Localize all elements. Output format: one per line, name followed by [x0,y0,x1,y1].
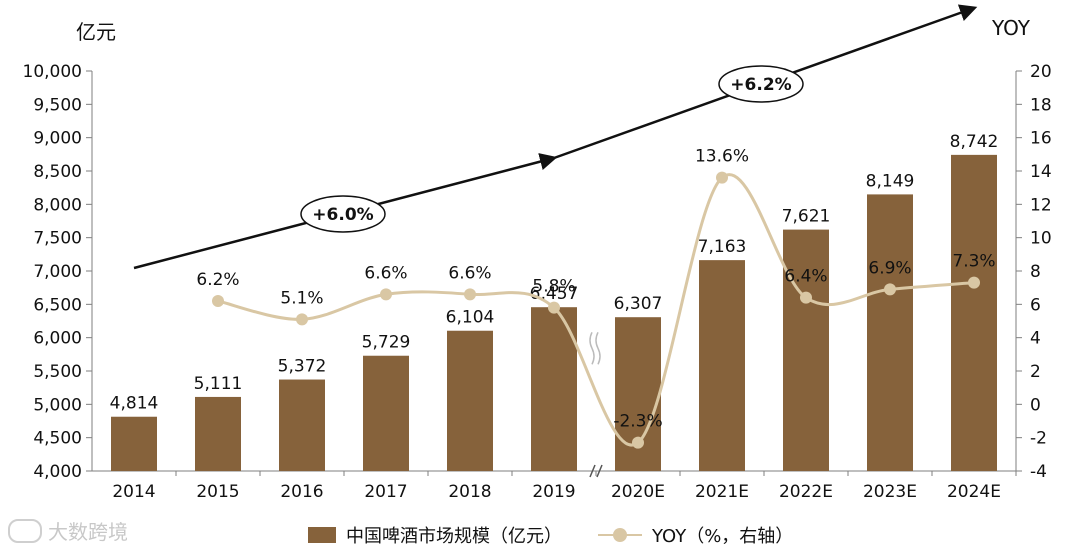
yoy-value-label: 6.2% [196,270,239,290]
bar [699,260,745,471]
left-axis-tick-label: 10,000 [23,62,82,82]
x-axis-tick-label: 2014 [112,482,155,502]
left-axis-tick-label: 8,000 [33,195,82,215]
yoy-value-label: 6.6% [448,263,491,283]
bar-value-label: 8,742 [950,132,999,152]
yoy-point [212,295,224,307]
right-axis-tick-label: 6 [1030,295,1041,315]
bar [867,194,913,471]
bar [951,154,997,471]
yoy-point [800,291,812,304]
x-axis-tick-label: 2024E [947,482,1001,502]
x-axis-tick-label: 2021E [695,482,749,502]
yoy-line [217,173,975,447]
yoy-value-label: 6.6% [364,263,407,283]
x-axis-tick-label: 2015 [196,482,239,502]
yoy-value-label: 13.6% [695,147,749,167]
right-axis-tick-label: 4 [1030,329,1041,349]
left-axis-tick-label: 4,000 [33,462,82,482]
right-axis-tick-label: 16 [1030,129,1052,149]
legend-line-label: YOY（%，右轴） [652,526,794,547]
legend-line-swatch [598,528,642,542]
left-axis-unit: 亿元 [76,20,116,44]
bar [447,330,493,471]
bar-value-label: 7,163 [698,237,747,257]
bar-value-label: 5,111 [194,374,243,394]
yoy-point [296,313,308,326]
yoy-value-label: 5.8% [532,277,575,297]
yoy-value-label: 6.9% [868,258,911,278]
bar-value-label: 6,307 [614,294,663,314]
left-axis-tick-label: 6,000 [33,329,82,349]
x-axis-tick-label: 2018 [448,482,491,502]
bar [111,416,157,471]
right-axis-tick-label: 8 [1030,262,1041,282]
left-axis-tick-label: 8,500 [33,162,82,182]
yoy-value-label: 6.4% [784,267,827,287]
yoy-point [632,436,644,449]
legend-bar-label: 中国啤酒市场规模（亿元） [346,526,562,547]
right-axis-tick-label: 12 [1030,195,1052,215]
right-axis-tick-label: 2 [1030,362,1041,382]
yoy-point [464,288,476,301]
left-axis-tick-label: 4,500 [33,429,82,449]
bar-value-label: 8,149 [866,171,915,191]
x-axis-tick-label: 2020E [611,482,665,502]
x-axis-tick-label: 2022E [779,482,833,502]
x-axis-tick-label: 2023E [863,482,917,502]
bar-value-label: 6,104 [446,308,495,328]
right-axis-tick-label: -2 [1030,429,1047,449]
legend-bar-swatch [308,527,336,543]
yoy-value-label: -2.3% [613,412,662,432]
yoy-point [716,171,728,184]
cagr-bubble-2 [718,65,804,103]
yoy-point [380,288,392,301]
bar [783,229,829,471]
cagr-label-1: +6.0% [312,205,373,225]
bar [531,307,577,471]
x-axis-tick-label: 2016 [280,482,323,502]
left-axis-tick-label: 6,500 [33,295,82,315]
right-axis-tick-label: 10 [1030,229,1052,249]
legend: 中国啤酒市场规模（亿元） YOY（%，右轴） [308,522,793,548]
cagr-bubble-1 [300,195,386,233]
right-axis-tick-label: -4 [1030,462,1047,482]
bar [279,379,325,471]
bar-value-label: 7,621 [782,207,831,227]
watermark-logo-icon [8,518,42,543]
bar-value-label: 5,729 [362,333,411,353]
left-axis-tick-label: 5,000 [33,395,82,415]
left-axis-tick-label: 9,500 [33,95,82,115]
yoy-point [548,301,560,314]
yoy-value-label: 7.3% [952,252,995,272]
yoy-point [968,276,980,289]
cagr-label-2: +6.2% [730,75,791,95]
bar-value-label: 4,814 [110,394,159,414]
bar [363,355,409,471]
watermark-text: 大数跨境 [48,520,128,544]
left-axis-tick-label: 5,500 [33,362,82,382]
break-squiggle [589,331,601,365]
x-axis-tick-label: 2017 [364,482,407,502]
right-axis-tick-label: 18 [1030,95,1052,115]
axis-break-mark [589,464,603,478]
right-axis-unit: YOY [992,16,1030,40]
yoy-value-label: 5.1% [280,288,323,308]
right-axis-tick-label: 0 [1030,395,1041,415]
right-axis-tick-label: 14 [1030,162,1052,182]
yoy-point [884,283,896,296]
left-axis-tick-label: 7,000 [33,262,82,282]
x-axis-tick-label: 2019 [532,482,575,502]
left-axis-tick-label: 7,500 [33,229,82,249]
watermark: 大数跨境 [8,516,128,545]
bar [195,396,241,471]
left-axis-tick-label: 9,000 [33,129,82,149]
bar-value-label: 5,372 [278,357,327,377]
right-axis-tick-label: 20 [1030,62,1052,82]
